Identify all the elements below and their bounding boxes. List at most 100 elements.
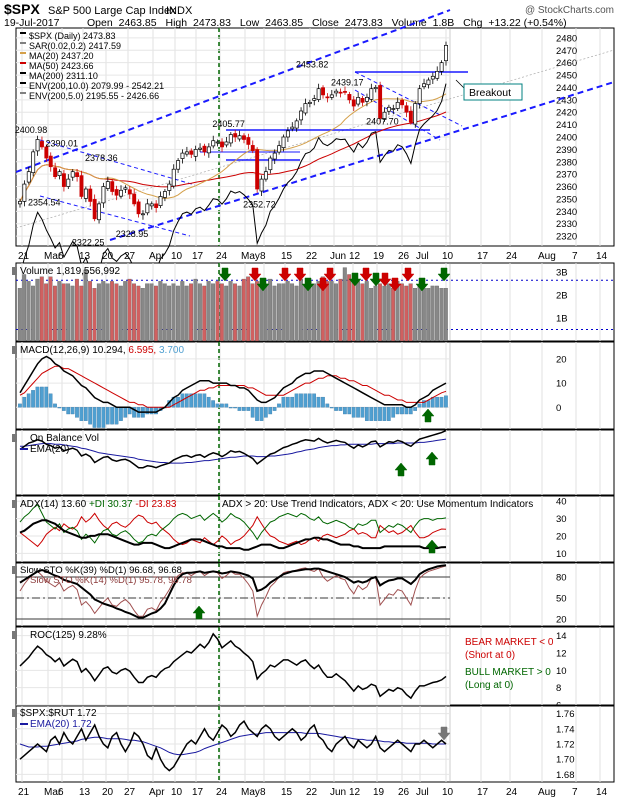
volume-bar bbox=[132, 283, 136, 342]
volume-bar bbox=[316, 281, 321, 342]
ratio-ytick-label: 1.70 bbox=[556, 755, 575, 766]
adx-plus-di-line bbox=[19, 503, 447, 544]
volume-bar bbox=[421, 288, 426, 342]
macd-histogram-bar bbox=[215, 403, 220, 408]
sto-icon bbox=[12, 566, 17, 574]
candle-body bbox=[321, 87, 325, 96]
price-panel: 2320233023402350236023702380239024002410… bbox=[15, 9, 615, 289]
volume-bar bbox=[114, 283, 119, 342]
macd-icon bbox=[12, 346, 17, 354]
volume-bar bbox=[334, 283, 338, 342]
volume-bar bbox=[219, 283, 224, 342]
volume-bar bbox=[224, 285, 229, 342]
volume-bar bbox=[312, 283, 316, 342]
macd-histogram-bar bbox=[268, 407, 273, 415]
volume-bar bbox=[233, 283, 237, 342]
volume-bar bbox=[369, 288, 374, 342]
legend-entry: MA(50) 2423.66 bbox=[29, 61, 94, 71]
price-xtick-label: 19 bbox=[373, 251, 385, 262]
candle-body bbox=[307, 101, 312, 104]
macd-histogram-bar bbox=[360, 407, 365, 418]
price-xtick-label: 26 bbox=[398, 251, 410, 262]
candle-body bbox=[132, 193, 137, 205]
candle-body bbox=[364, 97, 369, 102]
macd-histogram-bar bbox=[277, 403, 281, 408]
price-xtick-label: 7 bbox=[572, 251, 578, 262]
bottom-xtick-label: 24 bbox=[216, 787, 228, 798]
volume-bar bbox=[338, 278, 343, 342]
macd-histogram-bar bbox=[272, 407, 277, 411]
price-xtick-label: Apr bbox=[149, 251, 165, 262]
candle-body bbox=[61, 173, 66, 187]
bottom-xtick-label: 6 bbox=[58, 787, 64, 798]
macd-histogram-bar bbox=[329, 407, 334, 409]
macd-histogram-bar bbox=[250, 407, 255, 418]
volume-ytick-label: 2B bbox=[556, 291, 568, 302]
bottom-xtick-label: Aug bbox=[538, 787, 556, 798]
price-xtick-label: 13 bbox=[79, 251, 91, 262]
bottom-xtick-label: May bbox=[241, 787, 260, 798]
volume-bar bbox=[61, 283, 66, 342]
candle-body bbox=[373, 87, 378, 90]
volume-bar bbox=[263, 283, 268, 342]
adx-note: ADX > 20: Use Trend Indicators, ADX < 20… bbox=[222, 499, 533, 510]
macd-histogram-bar bbox=[66, 407, 71, 415]
macd-histogram-bar bbox=[435, 396, 439, 408]
volume-label: Volume bbox=[392, 17, 427, 29]
macd-value: 10.294, bbox=[92, 345, 128, 356]
price-xtick-label: 24 bbox=[216, 251, 228, 262]
macd-histogram-bar bbox=[255, 407, 259, 421]
candle-body bbox=[338, 91, 343, 94]
volume-bar bbox=[360, 283, 365, 342]
macd-histogram-bar bbox=[228, 407, 233, 409]
legend-entry: SAR(0.02,0.2) 2417.59 bbox=[29, 41, 121, 51]
roc-panel: 68101214ROC(125) 9.28%BEAR MARKET < 0(Sh… bbox=[12, 626, 615, 712]
price-xtick-label: 10 bbox=[171, 251, 183, 262]
candle-body bbox=[167, 183, 172, 191]
ratio-icon bbox=[12, 709, 17, 717]
sto-ytick-label: 50 bbox=[556, 594, 567, 605]
candle-body bbox=[228, 134, 233, 144]
legend-entry: ENV(200,5.0) 2195.55 - 2426.66 bbox=[29, 91, 159, 101]
candle-body bbox=[79, 175, 84, 197]
adx-ytick-label: 20 bbox=[556, 531, 567, 542]
channel-lower-trendline bbox=[109, 81, 615, 241]
candle-body bbox=[162, 191, 167, 198]
candle-body bbox=[180, 152, 185, 159]
volume-signal-arrow bbox=[256, 277, 270, 292]
open-value: 2463.85 bbox=[119, 17, 157, 29]
volume-signal-arrow bbox=[301, 277, 315, 292]
candle-body bbox=[220, 141, 224, 148]
ratio-line bbox=[19, 720, 447, 772]
breakout-callout-box bbox=[463, 83, 523, 101]
adx-ytick-label: 30 bbox=[556, 514, 567, 525]
symbol-label: $SPX bbox=[4, 1, 40, 17]
macd-histogram-bar bbox=[206, 396, 211, 408]
volume-bar bbox=[39, 276, 44, 342]
candle-body bbox=[26, 171, 31, 183]
volume-bar bbox=[105, 283, 110, 342]
volume-bar bbox=[57, 281, 62, 342]
candle-body bbox=[18, 201, 22, 205]
macd-line bbox=[19, 355, 447, 413]
price-ytick-label: 2370 bbox=[556, 170, 577, 181]
candle-body bbox=[202, 145, 207, 153]
candle-body bbox=[35, 139, 40, 152]
macd-histogram-bar bbox=[444, 395, 448, 408]
candle-body bbox=[224, 141, 229, 146]
volume-bar bbox=[175, 285, 180, 342]
candle-body bbox=[360, 98, 365, 103]
price-ytick-label: 2440 bbox=[556, 83, 577, 94]
bottom-xtick-label: 24 bbox=[506, 787, 518, 798]
legend-entry: MA(20) 2437.20 bbox=[29, 51, 94, 61]
sto-ytick-label: 20 bbox=[556, 615, 567, 626]
roc-ytick-label: 8 bbox=[556, 683, 561, 694]
macd-histogram-bar bbox=[307, 393, 312, 408]
volume-bar bbox=[290, 283, 295, 342]
candle-body bbox=[233, 133, 238, 138]
candle-body bbox=[351, 99, 356, 107]
stochastics-panel: 20 50 80 Slow STO %K(39) %D(1) 96.68, 96.68… bbox=[12, 562, 615, 627]
volume-bar bbox=[17, 288, 22, 342]
ma20-line bbox=[19, 93, 447, 202]
